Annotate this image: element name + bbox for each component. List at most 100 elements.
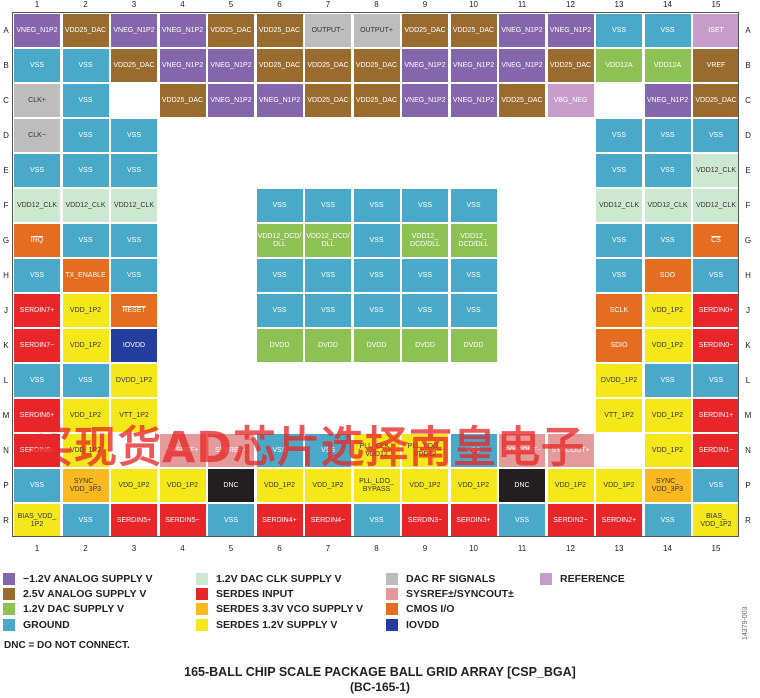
ball-label: VSS — [660, 236, 675, 244]
ball-label: SDIO — [610, 341, 628, 349]
ball-label: PLL_CLK_ VDD12 — [359, 442, 394, 458]
ball-label: VDD25_DAC — [64, 26, 107, 34]
ball-D14: VSS — [643, 118, 692, 153]
column-number-top: 8 — [374, 0, 379, 9]
ball-J13: SCLK — [595, 293, 643, 328]
ball-R6: SERDIN4+ — [255, 503, 304, 538]
ball-label: VDD12_CLK — [16, 201, 58, 209]
ball-G6: VDD12_DCD/ DLL — [255, 223, 304, 258]
ball-A4: VNEG_N1P2 — [158, 13, 207, 48]
ball-H8: VSS — [352, 258, 401, 293]
column-number-bottom: 10 — [469, 544, 478, 553]
ball-label: VSS — [611, 166, 626, 174]
ball-label: VDD12A — [605, 61, 633, 69]
ball-label: SERDIN1− — [698, 446, 734, 454]
ball-R3: SERDIN5+ — [110, 503, 158, 538]
ball-label: VSS — [126, 131, 141, 139]
column-number-bottom: 1 — [34, 544, 40, 553]
ball-label: VDD25_DAC — [452, 26, 495, 34]
column-number-bottom: 12 — [566, 544, 575, 553]
legend-swatch — [3, 588, 15, 600]
ball-label: VDD25_DAC — [695, 96, 737, 104]
ball-R8: VSS — [352, 503, 401, 538]
row-letter-right: M — [744, 411, 752, 420]
ball-C7: VDD25_DAC — [304, 83, 352, 118]
ball-label: SERDIN0− — [698, 341, 734, 349]
column-number-top: 2 — [83, 0, 88, 9]
ball-label: VSS — [78, 166, 93, 174]
ball-P5: DNC — [207, 468, 255, 503]
ball-label: SERDIN2+ — [601, 516, 637, 524]
ball-label: BIAS_VDD_ 1P2 — [17, 512, 57, 528]
ball-label: VSS — [611, 271, 626, 279]
ball-label: SERDIN6− — [19, 446, 55, 454]
ball-M2: VDD_1P2 — [61, 398, 110, 433]
ball-label: VDD_1P2 — [166, 481, 199, 489]
ball-label: OUTPUT+ — [360, 26, 393, 34]
row-letter-right: E — [745, 166, 751, 175]
ball-label: VSS — [466, 271, 481, 279]
ball-D13: VSS — [595, 118, 643, 153]
ball-label: VNEG_N1P2 — [404, 96, 446, 104]
ball-N11: SYNCOUT− — [498, 433, 546, 468]
ball-label: RESET — [122, 306, 146, 314]
figure-subtitle: (BC-165-1) — [349, 680, 410, 694]
ball-label: VNEG_N1P2 — [210, 96, 252, 104]
ball-R12: SERDIN2− — [546, 503, 595, 538]
ball-label: VDD25_DAC — [307, 96, 349, 104]
ball-label: DVDD_1P2 — [600, 376, 638, 384]
ball-label: OUTPUT− — [311, 26, 345, 34]
ball-A14: VSS — [643, 13, 692, 48]
ball-F14: VDD12_CLK — [643, 188, 692, 223]
column-number-bottom: 4 — [180, 544, 185, 553]
ball-label: VDD_1P2 — [69, 446, 102, 454]
ball-J8: VSS — [352, 293, 401, 328]
ball-label: CLK− — [28, 131, 46, 139]
ball-label: IRQ — [30, 236, 44, 244]
ball-M13: VTT_1P2 — [595, 398, 643, 433]
ball-label: VDD25_DAC — [258, 26, 301, 34]
ball-N7: VSS — [304, 433, 352, 468]
ball-J6: VSS — [255, 293, 304, 328]
ball-J7: VSS — [304, 293, 352, 328]
ball-R4: SERDIN5− — [158, 503, 207, 538]
legend-item: 1.2V DAC SUPPLY V — [3, 603, 124, 615]
ball-label: VDD12_DCD/ DLL — [257, 232, 302, 248]
ball-label: VDD12_DCD/ DLL — [306, 232, 350, 248]
ball-F10: VSS — [449, 188, 498, 223]
column-number-top: 1 — [34, 0, 40, 9]
legend-swatch — [196, 588, 208, 600]
ball-label: VDD_1P2 — [69, 341, 102, 349]
ball-J1: SERDIN7+ — [13, 293, 61, 328]
ball-B4: VNEG_N1P2 — [158, 48, 207, 83]
ball-label: CLK+ — [28, 96, 46, 104]
row-letter-right: L — [745, 376, 751, 385]
ball-L15: VSS — [692, 363, 740, 398]
ball-L1: VSS — [13, 363, 61, 398]
ball-label: VDD12_CLK — [113, 201, 155, 209]
legend-label: −1.2V ANALOG SUPPLY V — [23, 573, 153, 585]
ball-B12: VDD25_DAC — [546, 48, 595, 83]
ball-R2: VSS — [61, 503, 110, 538]
ball-label: VDD12_ DCD/DLL — [458, 232, 489, 248]
ball-C10: VNEG_N1P2 — [449, 83, 498, 118]
legend-label: REFERENCE — [560, 573, 625, 585]
ball-label: VDD_1P2 — [409, 481, 441, 489]
ball-label: VNEG_N1P2 — [113, 26, 155, 34]
legend-label: 1.2V DAC CLK SUPPLY V — [216, 573, 342, 585]
ball-label: VSS — [369, 236, 384, 244]
ball-P7: VDD_1P2 — [304, 468, 352, 503]
column-number-bottom: 11 — [517, 544, 527, 553]
row-letter-left: E — [3, 166, 9, 175]
ball-H3: VSS — [110, 258, 158, 293]
legend-item: SERDES 3.3V VCO SUPPLY V — [196, 603, 363, 615]
legend-label: SERDES INPUT — [216, 588, 294, 600]
ball-H13: VSS — [595, 258, 643, 293]
ball-K6: DVDD — [255, 328, 304, 363]
column-number-bottom: 2 — [83, 544, 88, 553]
legend-swatch — [196, 603, 208, 615]
ball-label: VDD_1P2 — [69, 411, 102, 419]
ball-P10: VDD_1P2 — [449, 468, 498, 503]
ball-K13: SDIO — [595, 328, 643, 363]
ball-label: PLL_LDO_ VDD12 — [407, 442, 443, 458]
